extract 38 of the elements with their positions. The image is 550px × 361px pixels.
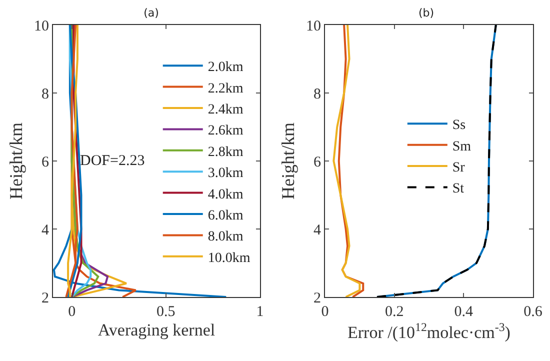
legend-label: 4.0km [208, 187, 244, 202]
y-tick-label: 4 [42, 222, 50, 238]
x-tick-label: 0.5 [156, 304, 176, 320]
y-tick-label: 2 [42, 290, 49, 306]
y-axis-title: Height/km [278, 122, 298, 200]
legend-label: 2.8km [208, 144, 244, 160]
legend-label: Sr [452, 160, 466, 176]
y-tick-label: 10 [34, 18, 49, 34]
annotation: DOF=2.23 [80, 153, 145, 169]
y-tick-label: 6 [42, 154, 50, 170]
x-tick-label: 0 [68, 304, 76, 320]
legend-label: 6.0km [208, 208, 244, 224]
legend-label: 2.6km [208, 124, 244, 139]
legend-label: 3.0km [208, 166, 244, 182]
x-tick-label: 1 [256, 304, 264, 320]
x-axis-title: Averaging kernel [98, 320, 216, 340]
y-tick-label: 10 [306, 18, 321, 34]
legend-label: Ss [452, 118, 466, 134]
x-axis-title: Error /(10$^{12}$molec·cm$^{-3}$) [348, 320, 510, 342]
y-axis-title: Height/km [6, 122, 26, 200]
y-tick-label: 2 [314, 290, 321, 306]
y-tick-label: 6 [314, 154, 322, 170]
chart-title: (b) [418, 6, 434, 20]
legend-label: St [452, 182, 464, 197]
legend-label: 2.0km [208, 60, 244, 76]
x-tick-label: 0.6 [524, 304, 543, 320]
legend-label: Sm [452, 139, 472, 154]
y-tick-label: 8 [42, 86, 49, 102]
y-tick-label: 4 [314, 222, 322, 238]
chart-title: (a) [144, 6, 159, 20]
y-tick-label: 8 [314, 86, 321, 102]
legend-label: 10.0km [208, 250, 250, 266]
legend-label: 2.2km [208, 81, 244, 96]
legend-label: 8.0km [208, 230, 244, 245]
x-tick-label: 0.2 [384, 304, 404, 320]
legend-label: 2.4km [208, 102, 244, 118]
x-tick-label: 0 [321, 304, 329, 320]
x-tick-label: 0.4 [454, 304, 474, 320]
